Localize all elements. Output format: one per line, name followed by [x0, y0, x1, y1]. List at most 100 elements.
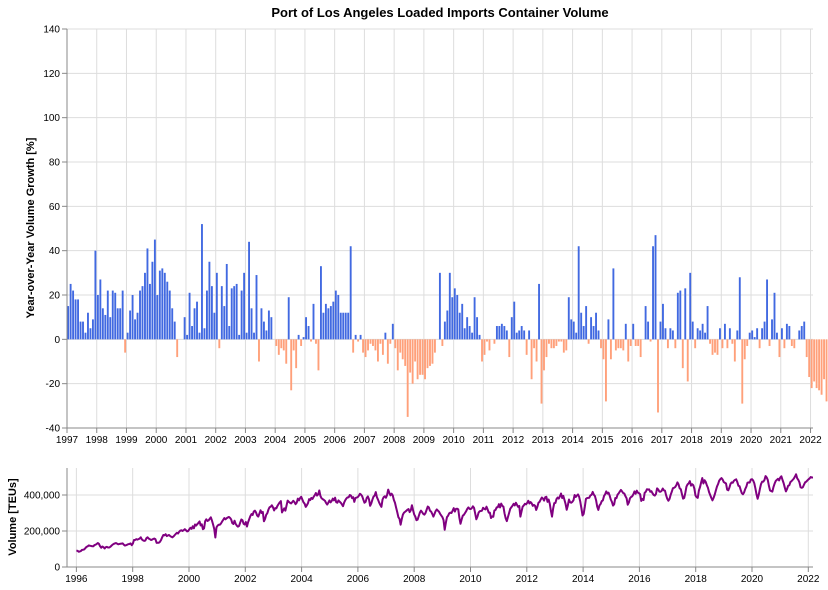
growth-bar: [74, 299, 77, 340]
growth-bar: [731, 339, 734, 344]
growth-bar: [543, 339, 545, 371]
growth-bar: [124, 339, 127, 353]
growth-bar: [99, 279, 102, 340]
growth-bar: [198, 332, 201, 340]
growth-bar: [91, 319, 94, 340]
growth-bar: [719, 328, 721, 340]
growth-bar: [292, 339, 295, 351]
growth-bar: [203, 328, 206, 340]
growth-bar: [339, 312, 342, 340]
growth-bar: [676, 292, 679, 340]
growth-bar: [508, 339, 511, 358]
growth-bar: [555, 339, 558, 346]
growth-bar: [696, 328, 699, 340]
growth-bar: [161, 268, 164, 340]
growth-bar: [347, 312, 350, 340]
growth-bar: [129, 310, 132, 340]
growth-bar: [756, 328, 759, 340]
growth-bar: [144, 272, 146, 340]
growth-bar: [649, 339, 652, 342]
growth-bar: [473, 297, 476, 340]
growth-bar: [657, 339, 659, 413]
growth-bar: [733, 339, 736, 362]
bottom-x-tick-label: 1996: [65, 574, 88, 585]
growth-bar: [146, 248, 149, 340]
growth-bar: [763, 321, 766, 340]
bottom-x-tick-label: 2018: [685, 574, 708, 585]
growth-bar: [228, 326, 231, 340]
growth-bar: [800, 326, 803, 340]
growth-bar: [500, 323, 503, 340]
growth-bar: [776, 332, 778, 340]
growth-bar: [562, 339, 565, 353]
growth-bar: [364, 339, 367, 358]
growth-bar: [780, 328, 783, 340]
growth-bar: [510, 317, 513, 340]
growth-bar: [396, 339, 399, 371]
growth-bar: [233, 286, 236, 340]
growth-bar: [751, 330, 754, 340]
growth-bar: [681, 339, 684, 369]
growth-bar: [528, 330, 531, 340]
growth-bar: [141, 286, 144, 340]
growth-bar: [773, 292, 776, 340]
top-x-tick-label: 2015: [591, 435, 614, 446]
growth-bar: [201, 224, 203, 340]
growth-bar: [287, 297, 290, 340]
growth-bar: [176, 339, 179, 358]
growth-bar: [644, 306, 647, 340]
growth-bar: [285, 339, 288, 364]
growth-bar: [121, 290, 124, 340]
growth-bar: [409, 339, 412, 373]
growth-bar: [431, 339, 434, 364]
growth-bar: [426, 339, 429, 369]
growth-bar: [401, 339, 404, 360]
growth-bar: [612, 268, 615, 340]
growth-bar: [810, 339, 813, 389]
bottom-x-tick-label: 2020: [741, 574, 764, 585]
growth-bar: [766, 279, 768, 340]
growth-bar: [736, 330, 739, 340]
growth-bar: [367, 339, 369, 351]
growth-bar: [666, 339, 669, 349]
growth-bar: [334, 290, 337, 340]
growth-bar: [399, 339, 402, 353]
growth-bar: [728, 328, 731, 340]
growth-bar: [171, 308, 174, 340]
growth-bar: [260, 308, 263, 340]
growth-bar: [230, 288, 233, 340]
growth-bar: [302, 337, 305, 340]
growth-bar: [312, 303, 315, 340]
growth-bar: [483, 339, 486, 355]
bottom-y-axis-title: Volume [TEUs]: [7, 478, 19, 556]
growth-bar: [188, 292, 191, 340]
growth-bar: [139, 290, 141, 340]
growth-bar: [448, 272, 451, 340]
growth-bar: [771, 319, 773, 340]
growth-bar: [565, 339, 568, 351]
growth-bar: [815, 339, 818, 389]
growth-bar: [634, 339, 637, 346]
top-x-tick-label: 2017: [651, 435, 674, 446]
growth-bar: [557, 339, 560, 342]
growth-bar: [389, 339, 392, 344]
chart-title: Port of Los Angeles Loaded Imports Conta…: [271, 5, 608, 20]
growth-bar: [156, 295, 159, 340]
growth-bar: [458, 312, 461, 340]
growth-bar: [595, 312, 597, 340]
bottom-x-tick-label: 2006: [347, 574, 370, 585]
growth-bar: [463, 328, 466, 340]
growth-bar: [567, 297, 570, 340]
growth-bar: [369, 339, 372, 344]
top-y-tick-label: 20: [49, 291, 61, 302]
top-axes: -40 -20 0 20 40 60 80 100 120 140 1997 1998 1999 2000…: [43, 25, 822, 447]
growth-bar: [84, 332, 87, 340]
growth-bar: [205, 290, 208, 340]
growth-bar: [686, 339, 689, 382]
growth-bar: [131, 295, 134, 340]
growth-bar: [538, 283, 540, 340]
growth-bar: [518, 330, 521, 340]
growth-bar: [136, 312, 139, 340]
growth-bar: [753, 337, 756, 340]
